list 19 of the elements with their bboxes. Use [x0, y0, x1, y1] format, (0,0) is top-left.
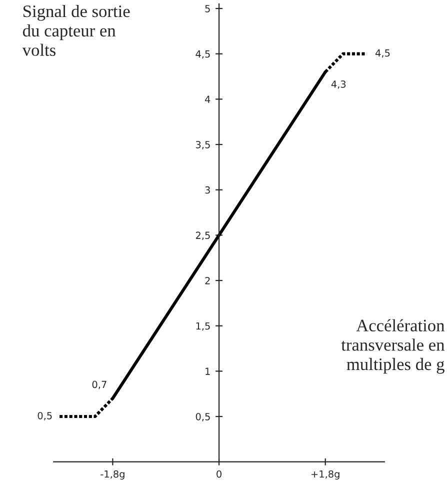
x-tick-label: +1,8g	[311, 470, 340, 480]
data-label: 4,3	[331, 80, 346, 89]
x-axis-title: Accélération transversale en multiples de g	[341, 319, 444, 374]
y-tick-label: 3,5	[196, 140, 210, 150]
x-tick-label: -1,8g	[100, 470, 124, 480]
y-tick-label: 4,5	[196, 50, 210, 59]
y-tick-label: 0,5	[196, 412, 210, 422]
y-tick-label: 2	[205, 276, 210, 284]
data-label: 4,5	[376, 49, 390, 58]
y-tick-label: 2,5	[196, 232, 210, 240]
y-tick-label: 1	[206, 368, 210, 375]
data-label: 0,7	[92, 380, 106, 390]
y-tick-label: 1,5	[196, 322, 210, 331]
data-label: 0,5	[38, 412, 52, 420]
y-axis-title: Signal de sortie du capteur en volts	[22, 4, 130, 56]
x-tick-label: 0	[216, 470, 222, 478]
y-tick-label: 4	[204, 96, 210, 103]
y-tick-label: 3	[205, 186, 210, 194]
y-tick-label: 5	[205, 5, 210, 12]
